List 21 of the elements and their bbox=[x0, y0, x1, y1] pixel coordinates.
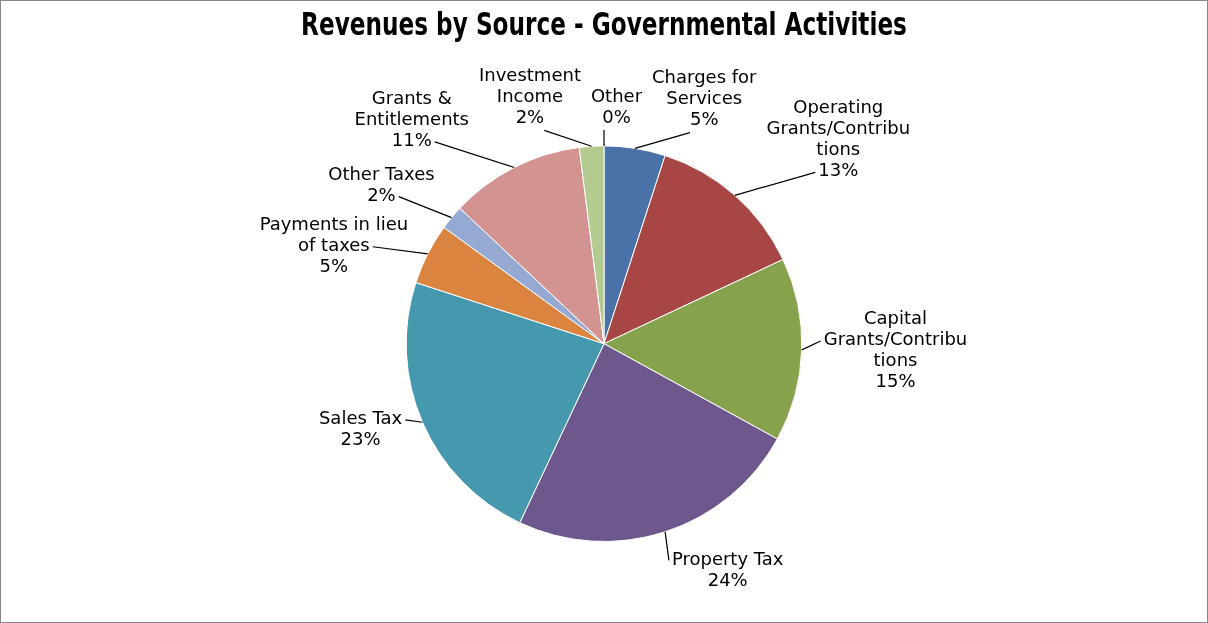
data-label: 23% bbox=[340, 428, 381, 450]
slice-label: Investment Income bbox=[478, 64, 581, 106]
data-label: 13% bbox=[818, 159, 859, 181]
chart-title: Revenues by Source - Governmental Activities bbox=[301, 4, 907, 43]
data-label: 5% bbox=[689, 108, 719, 130]
category-label: Other bbox=[590, 84, 643, 106]
slice-label: Property Tax bbox=[671, 547, 784, 569]
data-label: 2% bbox=[367, 183, 396, 205]
data-label: 11% bbox=[391, 129, 432, 151]
data-label: 2% bbox=[515, 106, 545, 127]
slice-label: Sales Tax bbox=[318, 407, 403, 429]
slice-label: Payments in lieu of taxes bbox=[259, 212, 409, 255]
slice-label: Grants & Entitlements bbox=[354, 87, 469, 130]
data-label: 24% bbox=[707, 568, 748, 590]
text: 0% bbox=[602, 105, 631, 127]
data-label: 5% bbox=[319, 254, 349, 276]
slice-label: Charges for Services bbox=[652, 66, 758, 109]
slice-label: Operating Grants/Contributions bbox=[766, 96, 911, 160]
data-label: 15% bbox=[875, 370, 916, 392]
slice-label: Capital Grants/Contributions bbox=[823, 307, 968, 371]
slice-label: Other Taxes bbox=[328, 162, 435, 184]
